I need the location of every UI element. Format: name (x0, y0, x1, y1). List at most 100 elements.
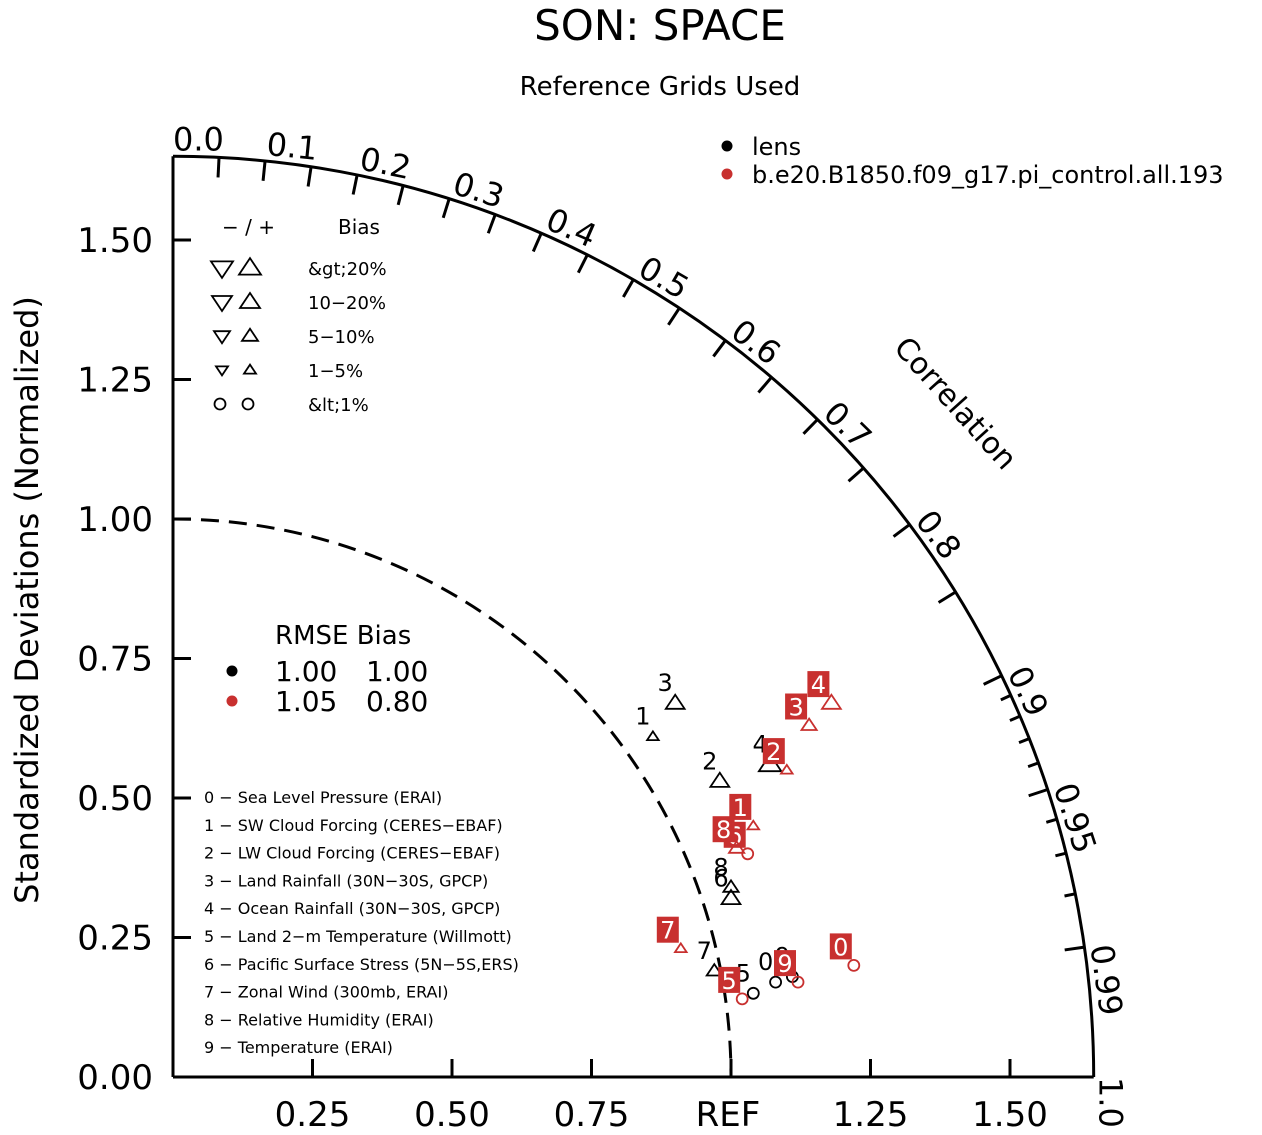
data-label: 7 (660, 917, 675, 945)
triangle-up-icon (238, 291, 262, 309)
triangle-up-icon (242, 362, 258, 375)
y-tick-label: 1.25 (77, 361, 153, 401)
correlation-tick (306, 166, 313, 187)
correlation-tick (1009, 714, 1021, 722)
triangle-down-icon (212, 330, 232, 345)
y-tick-label: 1.50 (77, 221, 153, 261)
data-label-box (807, 671, 830, 698)
y-tick-label: 0.00 (77, 1058, 153, 1098)
circle-icon (241, 397, 255, 411)
data-label: 7 (697, 937, 712, 965)
data-label: 0 (758, 948, 773, 976)
correlation-tick (1027, 761, 1039, 769)
y-tick-label: 0.50 (77, 779, 153, 819)
triangle-up-icon (240, 327, 260, 342)
data-label: 4 (811, 671, 826, 699)
correlation-tick (441, 198, 451, 219)
correlation-tick (531, 232, 543, 253)
outer-correlation-arc (172, 154, 1096, 1078)
y-tick-label: 0.75 (77, 640, 153, 680)
data-marker (799, 716, 819, 731)
data-label-box (712, 816, 735, 843)
data-marker (727, 839, 746, 854)
correlation-tick-label: 0.0 (173, 120, 224, 158)
data-marker (705, 962, 724, 977)
variable-legend-item: 6 − Pacific Surface Stress (5N−5S,ERS) (204, 955, 519, 974)
correlation-tick (1064, 945, 1085, 952)
variable-legend-item: 5 − Land 2−m Temperature (Willmott) (204, 927, 512, 946)
correlation-tick-label: 0.5 (632, 249, 695, 307)
data-marker (645, 729, 661, 741)
data-marker (673, 941, 689, 953)
correlation-tick-label: 0.95 (1046, 778, 1104, 858)
correlation-tick-label: 0.9 (1000, 660, 1056, 722)
chart-subtitle: Reference Grids Used (520, 72, 801, 102)
correlation-tick (802, 418, 819, 435)
bias-legend-row: 10−20% (308, 293, 386, 314)
bias-legend-header: Bias (338, 215, 380, 239)
case-legend-label: b.e20.B1850.f09_g17.pi_control.all.193 (752, 161, 1224, 189)
data-label-box (829, 933, 852, 960)
y-tick-label: 1.00 (77, 500, 153, 540)
data-label: 8 (713, 853, 728, 881)
correlation-tick-label: 0.7 (816, 394, 879, 457)
data-label: 5 (722, 967, 737, 995)
correlation-tick-label: 0.8 (908, 503, 969, 567)
correlation-tick (667, 307, 681, 326)
data-label: 1 (635, 703, 650, 731)
variable-legend-item: 1 − SW Cloud Forcing (CERES−EBAF) (204, 816, 503, 835)
case-legend-dot (721, 140, 733, 152)
y-tick-label: 0.25 (77, 919, 153, 959)
correlation-tick-label: 0.6 (724, 312, 788, 373)
data-label-box (729, 793, 752, 820)
triangle-up-icon (237, 256, 263, 276)
data-label: 9 (777, 950, 792, 978)
correlation-tick (576, 254, 589, 274)
summary-rmse-value: 1.05 (275, 685, 337, 718)
correlation-tick-label: 0.4 (540, 200, 602, 255)
correlation-tick (1018, 737, 1030, 745)
triangle-down-icon (209, 260, 235, 280)
data-label-box (774, 950, 796, 977)
data-label-box (785, 693, 808, 720)
data-marker (741, 847, 755, 861)
data-label-box (762, 738, 785, 765)
data-label: 3 (658, 669, 673, 697)
data-marker (664, 693, 687, 710)
data-label: 6 (713, 864, 728, 892)
correlation-tick (847, 466, 865, 483)
data-marker (719, 888, 743, 905)
data-points: 01234567890123456789 (635, 669, 861, 1006)
summary-legend-dot (226, 695, 238, 707)
correlation-tick (261, 160, 267, 181)
reference-circle (172, 517, 733, 1078)
data-label-box (656, 916, 679, 943)
x-tick-label: 1.25 (833, 1095, 909, 1135)
triangle-down-icon (210, 295, 234, 313)
summary-bias-value: 0.80 (366, 685, 428, 718)
bias-legend-row: &gt;20% (308, 259, 387, 280)
correlation-tick (1045, 817, 1058, 824)
x-tick-label: 0.50 (414, 1095, 490, 1135)
data-marker (735, 992, 749, 1006)
correlation-tick (351, 174, 359, 195)
correlation-tick (892, 523, 911, 538)
correlation-tick-label: 1.0 (1092, 1077, 1130, 1128)
data-marker (779, 763, 795, 775)
variable-legend-item: 7 − Zonal Wind (300mb, ERAI) (204, 983, 448, 1002)
correlation-tick-label: 0.1 (265, 125, 319, 168)
correlation-tick (937, 590, 957, 604)
case-legend-dot (721, 168, 733, 180)
data-label: 2 (766, 738, 781, 766)
y-axis-label: Standardized Deviations (Normalized) (8, 296, 46, 904)
correlation-tick (712, 339, 727, 358)
summary-bias-value: 1.00 (366, 655, 428, 688)
variable-legend-item: 4 − Ocean Rainfall (30N−30S, GPCP) (204, 899, 500, 918)
correlation-tick-label: 0.3 (449, 164, 509, 216)
data-marker (769, 975, 782, 989)
data-label-box (718, 966, 741, 993)
data-label: 2 (702, 747, 717, 775)
correlation-tick (1000, 693, 1012, 702)
data-marker (791, 975, 805, 989)
correlation-tick (622, 278, 635, 298)
